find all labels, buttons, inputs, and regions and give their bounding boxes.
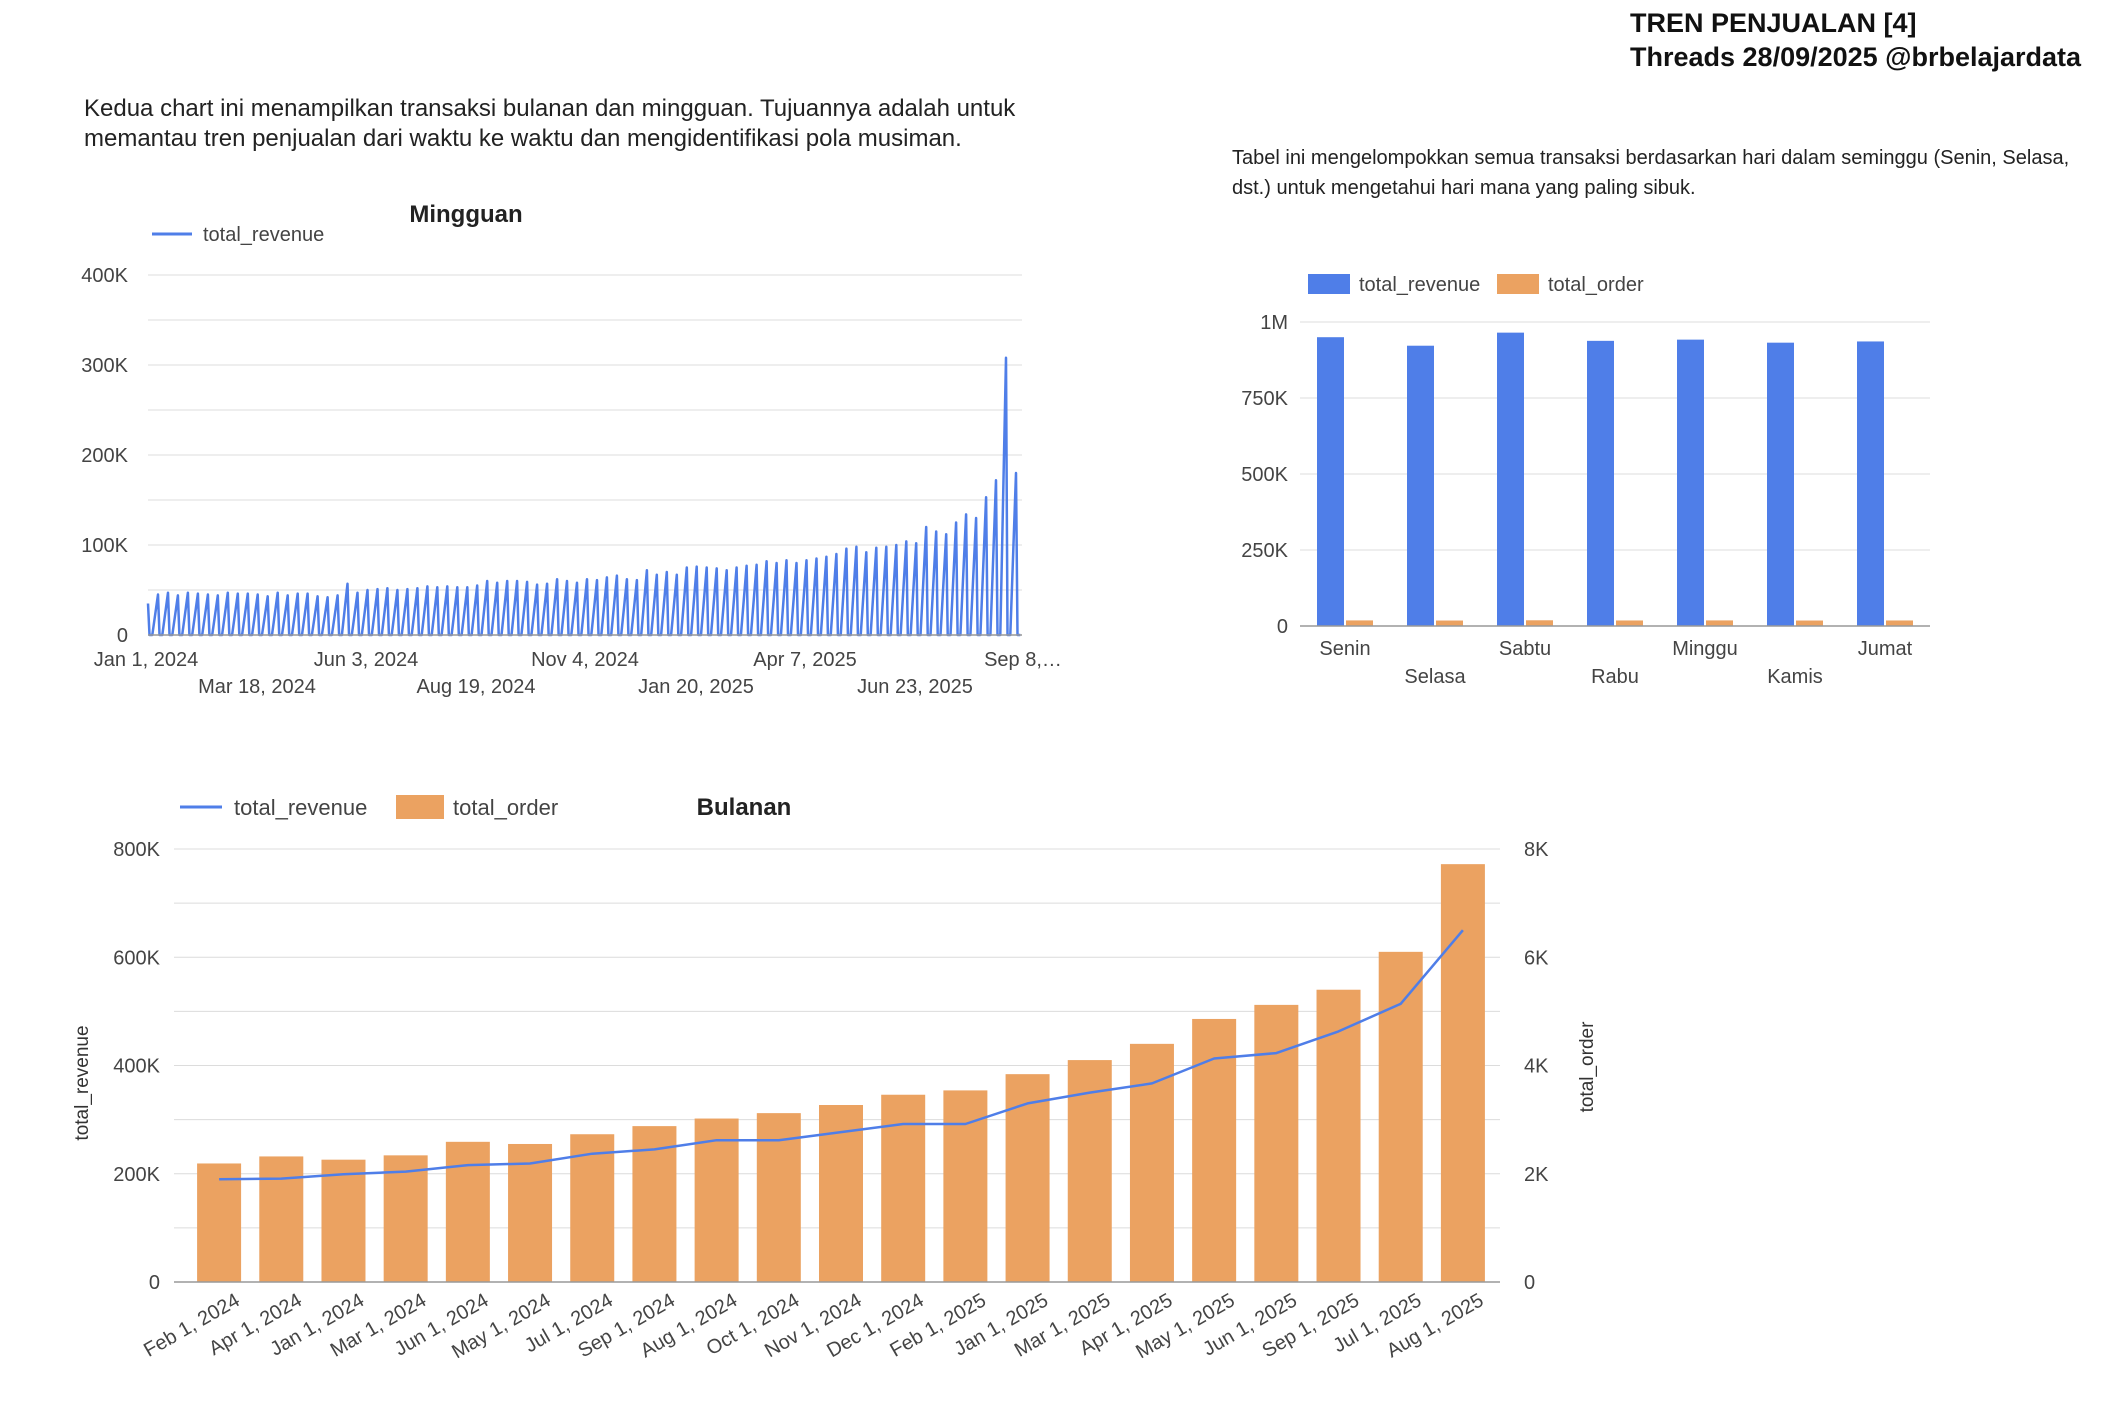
monthly-order-bar (1440, 864, 1485, 1282)
monthly-order-bar (197, 1163, 242, 1282)
weekly-x-tick-label: Mar 18, 2024 (198, 676, 316, 698)
weekly-legend-label: total_revenue (203, 224, 324, 246)
monthly-y-tick-label: 400K (113, 1056, 160, 1078)
weekly-y-tick-label: 400K (81, 265, 128, 287)
description-right: Tabel ini mengelompokkan semua transaksi… (1232, 147, 2070, 199)
monthly-legend-order-swatch (396, 795, 444, 819)
daily-order-bar (1706, 620, 1733, 626)
daily-order-bar (1886, 620, 1913, 626)
weekly-y-tick-label: 200K (81, 445, 128, 467)
monthly-y-tick-label: 800K (113, 839, 160, 861)
daily-revenue-bar (1317, 337, 1344, 626)
daily-order-bar (1796, 620, 1823, 626)
monthly-y-axis-title: total_revenue (72, 1025, 93, 1140)
daily-x-tick-label: Senin (1319, 638, 1370, 660)
monthly-order-bar (383, 1155, 428, 1282)
monthly-y2-tick-label: 6K (1524, 947, 1549, 969)
daily-revenue-bar (1587, 340, 1614, 626)
monthly-chart-title: Bulanan (697, 794, 792, 821)
weekly-x-tick-label: Jun 3, 2024 (314, 649, 419, 671)
weekly-revenue-line (146, 356, 1021, 637)
monthly-y-tick-label: 0 (149, 1272, 160, 1294)
monthly-order-bar (632, 1126, 677, 1282)
monthly-y2-tick-label: 8K (1524, 839, 1549, 861)
monthly-order-bar (321, 1159, 366, 1282)
monthly-order-bar (1192, 1018, 1237, 1282)
monthly-y2-tick-label: 0 (1524, 1272, 1535, 1294)
monthly-legend-revenue-label: total_revenue (234, 795, 367, 820)
daily-y-tick-label: 0 (1277, 616, 1288, 638)
weekly-x-tick-label: Aug 19, 2024 (417, 676, 536, 698)
weekly-x-tick-label: Jan 20, 2025 (638, 676, 754, 698)
daily-revenue-bar (1857, 341, 1884, 626)
daily-chart: total_revenue total_order 0 250K 500K 750K 1… (1241, 274, 1930, 688)
monthly-order-bar (943, 1090, 988, 1282)
daily-legend-revenue-label: total_revenue (1359, 274, 1480, 296)
monthly-order-bar (1378, 951, 1423, 1282)
monthly-order-bar (694, 1118, 739, 1282)
monthly-legend-order-label: total_order (453, 795, 558, 820)
weekly-chart-title: Mingguan (409, 201, 522, 228)
monthly-order-bar (1067, 1060, 1112, 1282)
daily-x-tick-label: Kamis (1767, 666, 1823, 688)
daily-legend-order-label: total_order (1548, 274, 1644, 296)
header-subtitle: Threads 28/09/2025 @brbelajardata (1630, 42, 2082, 72)
monthly-order-bar (508, 1143, 553, 1282)
weekly-x-tick-label: Nov 4, 2024 (531, 649, 639, 671)
daily-order-bar (1436, 620, 1463, 626)
daily-revenue-bar (1677, 339, 1704, 626)
weekly-x-tick-label: Sep 8,… (984, 649, 1062, 671)
monthly-revenue-line (219, 929, 1464, 1181)
daily-y-tick-label: 750K (1241, 388, 1288, 410)
weekly-y-tick-label: 300K (81, 355, 128, 377)
daily-x-tick-label: Rabu (1591, 666, 1639, 688)
monthly-order-bar (259, 1156, 304, 1282)
monthly-y2-tick-label: 2K (1524, 1164, 1549, 1186)
weekly-y-tick-label: 0 (117, 625, 128, 647)
monthly-y2-tick-label: 4K (1524, 1056, 1549, 1078)
weekly-x-tick-label: Apr 7, 2025 (753, 649, 856, 671)
daily-x-tick-label: Jumat (1858, 638, 1913, 660)
daily-revenue-bar (1497, 332, 1524, 626)
monthly-y-tick-label: 600K (113, 947, 160, 969)
daily-order-bar (1526, 620, 1553, 626)
daily-order-bar (1616, 620, 1643, 626)
daily-y-tick-label: 1M (1260, 312, 1288, 334)
daily-order-bar (1346, 620, 1373, 626)
monthly-order-bar (1254, 1004, 1299, 1282)
monthly-order-bar (1316, 989, 1361, 1282)
daily-y-tick-label: 250K (1241, 540, 1288, 562)
daily-legend-order-swatch (1497, 274, 1539, 294)
daily-x-tick-label: Sabtu (1499, 638, 1551, 660)
weekly-chart: Mingguan total_revenue 0 100K 200K 300K 400K… (81, 201, 1062, 698)
weekly-y-tick-label: 100K (81, 535, 128, 557)
monthly-order-bar (1005, 1074, 1050, 1282)
daily-legend-revenue-swatch (1308, 274, 1350, 294)
monthly-y-tick-label: 200K (113, 1164, 160, 1186)
monthly-order-bar (445, 1141, 490, 1282)
daily-x-tick-label: Selasa (1404, 666, 1466, 688)
page-header: TREN PENJUALAN [4] Threads 28/09/2025 @b… (1630, 6, 2081, 74)
header-title: TREN PENJUALAN [4] (1630, 8, 1917, 38)
description-left: Kedua chart ini menampilkan transaksi bu… (84, 95, 1016, 152)
monthly-order-bar (1129, 1043, 1174, 1282)
daily-x-tick-label: Minggu (1672, 638, 1738, 660)
weekly-x-tick-label: Jan 1, 2024 (94, 649, 199, 671)
monthly-y2-axis-title: total_order (1577, 1021, 1598, 1113)
weekly-x-tick-label: Jun 23, 2025 (857, 676, 973, 698)
daily-revenue-bar (1767, 342, 1794, 626)
monthly-order-bar (570, 1134, 615, 1282)
daily-revenue-bar (1407, 345, 1434, 626)
daily-y-tick-label: 500K (1241, 464, 1288, 486)
monthly-chart: total_revenue total_order Bulanan 0 200K 4… (72, 794, 1598, 1363)
